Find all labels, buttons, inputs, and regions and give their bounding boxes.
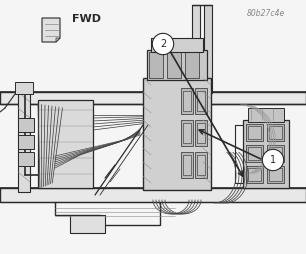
Bar [70,215,105,233]
Bar [267,145,284,162]
Bar [269,168,282,181]
Ellipse shape [166,88,174,100]
Bar [181,88,193,114]
Ellipse shape [148,86,160,102]
Bar [195,152,207,178]
Ellipse shape [150,112,158,124]
Bar [248,108,284,122]
Bar [197,91,205,111]
Ellipse shape [150,160,158,172]
Bar [204,5,212,93]
Ellipse shape [148,158,160,174]
Ellipse shape [148,134,160,150]
Circle shape [147,194,152,198]
Bar [197,155,205,175]
Bar [147,50,207,80]
Text: 80b27c4e: 80b27c4e [247,8,285,18]
Ellipse shape [148,110,160,126]
Bar [195,88,207,114]
Bar [243,120,289,188]
Bar [181,120,193,146]
Bar [197,123,205,143]
Bar [38,100,93,188]
Bar [267,166,284,183]
Bar [18,92,30,192]
Bar [0,188,306,202]
Circle shape [62,194,68,198]
Bar [183,155,191,175]
Bar [15,82,33,94]
Bar [192,5,200,93]
Ellipse shape [166,160,174,172]
Bar [18,152,34,166]
Bar [143,78,211,190]
Circle shape [262,149,284,171]
Ellipse shape [150,88,158,100]
Bar [149,52,163,78]
Circle shape [128,194,132,198]
Bar [183,123,191,143]
Bar [246,166,263,183]
Bar [167,52,181,78]
Bar [248,147,261,160]
Bar [248,168,261,181]
Ellipse shape [166,136,174,148]
Bar [269,126,282,139]
Circle shape [103,194,107,198]
Polygon shape [56,38,60,42]
Ellipse shape [164,110,176,126]
Text: 2: 2 [160,39,166,49]
Bar [181,152,193,178]
Text: FWD: FWD [72,14,101,24]
Bar [269,147,282,160]
Bar [185,52,199,78]
Bar [18,135,34,149]
Bar [195,120,207,146]
Ellipse shape [164,158,176,174]
Bar [246,145,263,162]
Ellipse shape [164,134,176,150]
Ellipse shape [150,136,158,148]
Bar [183,91,191,111]
Circle shape [152,33,174,55]
Bar [248,126,261,139]
Bar [267,124,284,141]
Bar [151,38,203,52]
Bar [18,118,34,132]
Bar [246,124,263,141]
Ellipse shape [166,112,174,124]
Polygon shape [42,18,60,42]
Bar [0,92,306,104]
Text: 1: 1 [270,155,276,165]
Ellipse shape [164,86,176,102]
Circle shape [83,194,88,198]
